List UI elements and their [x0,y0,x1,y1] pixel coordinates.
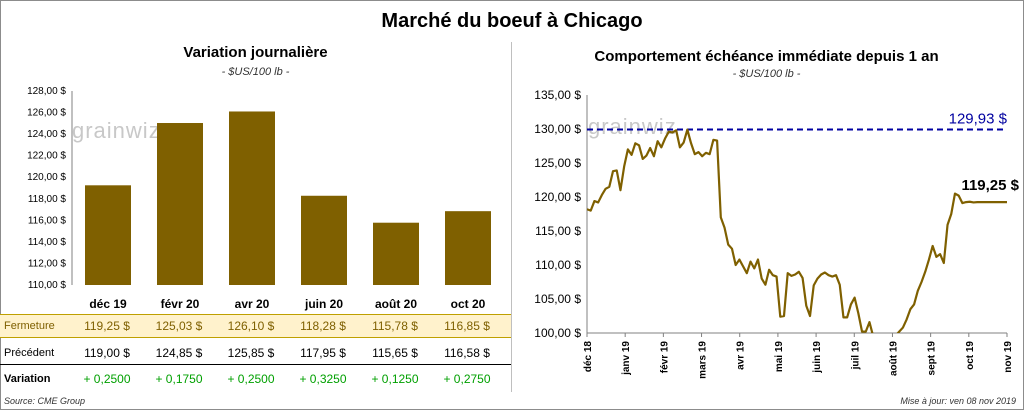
bar [373,222,419,285]
y-tick-label: 105,00 $ [534,292,581,306]
fermeture-cell: 115,78 $ [372,319,418,333]
fermeture-cell: 125,03 $ [155,319,203,333]
fermeture-row: Fermeture 119,25 $ 125,03 $ 126,10 $ 118… [0,314,511,338]
variation-row: Variation + 0,2500 + 0,1750 + 0,2500 + 0… [0,368,511,390]
y-tick-label: 126,00 $ [27,108,66,119]
y-tick-label: 128,00 $ [27,86,66,97]
bar [157,123,203,285]
y-tick-label: 116,00 $ [28,215,67,226]
price-line [587,128,1007,333]
y-tick-label: 122,00 $ [27,151,66,162]
reference-line-label: 129,93 $ [949,110,1008,127]
variation-cell: + 0,3250 [299,372,347,386]
variation-cell: + 0,2500 [227,372,275,386]
fermeture-cell: 118,28 $ [300,319,346,333]
x-tick-label: juin 19 [812,341,823,374]
x-tick-label: févr 19 [659,341,670,374]
panel-divider [511,42,512,392]
source-note: Source: CME Group [4,396,86,406]
x-tick-label: août 20 [375,297,417,311]
precedent-cell: 117,95 $ [300,346,346,360]
precedent-label: Précédent [4,347,55,359]
x-tick-label: mai 19 [774,341,785,373]
update-note: Mise à jour: ven 08 nov 2019 [900,396,1016,406]
x-tick-label: janv 19 [621,341,632,376]
bar [229,111,275,285]
x-tick-label: nov 19 [1003,341,1014,373]
variation-cell: + 0,2750 [443,372,491,386]
precedent-row: Précédent 119,00 $ 124,85 $ 125,85 $ 117… [0,342,511,365]
y-tick-label: 135,00 $ [534,88,581,102]
x-tick-label: févr 20 [161,297,200,311]
x-tick-label: déc 18 [583,341,594,373]
x-tick-label: mars 19 [698,341,709,379]
y-tick-label: 112,00 $ [28,258,67,269]
x-tick-label: juin 20 [304,297,343,311]
left-chart-title: Variation journalière [183,44,328,61]
x-tick-label: avr 20 [235,297,270,311]
y-tick-label: 118,00 $ [28,194,67,205]
line-chart: 100,00 $ 105,00 $ 110,00 $ 115,00 $ 120,00 $… [534,88,1019,379]
precedent-cell: 124,85 $ [155,346,203,360]
variation-label: Variation [4,373,51,385]
precedent-cell: 115,65 $ [372,346,418,360]
last-price-label: 119,25 $ [961,177,1019,194]
variation-cell: + 0,2500 [83,372,131,386]
watermark-left: grainwiz [72,118,161,143]
y-tick-label: 120,00 $ [534,190,581,204]
variation-cell: + 0,1250 [371,372,419,386]
y-tick-label: 100,00 $ [534,326,581,340]
watermark-right: grainwiz [588,114,677,139]
bar [85,185,131,285]
fermeture-cell: 116,85 $ [444,319,490,333]
bar [445,211,491,285]
x-tick-label: oct 20 [451,297,486,311]
y-tick-label: 115,00 $ [535,224,581,238]
y-tick-label: 130,00 $ [534,122,581,136]
fermeture-label: Fermeture [4,320,55,332]
y-tick-label: 125,00 $ [534,156,581,170]
y-tick-label: 114,00 $ [28,237,67,248]
left-chart-units: - $US/100 lb - [221,66,290,78]
y-tick-label: 110,00 $ [28,280,67,291]
y-tick-label: 110,00 $ [535,258,581,272]
x-tick-label: juil 19 [850,341,861,371]
fermeture-cell: 119,25 $ [84,319,130,333]
bar-chart: 110,00 $ 112,00 $ 114,00 $ 116,00 $ 118,00 $… [27,86,491,311]
x-tick-label: déc 19 [89,297,127,311]
precedent-cell: 125,85 $ [227,346,275,360]
y-tick-label: 120,00 $ [27,172,66,183]
x-tick-label: sept 19 [927,341,938,376]
x-tick-label: oct 19 [965,341,976,370]
x-tick-label: avr 19 [736,341,747,370]
bar [301,195,347,285]
precedent-cell: 116,58 $ [444,346,490,360]
right-chart-title: Comportement échéance immédiate depuis 1… [594,48,939,65]
right-chart-units: - $US/100 lb - [732,68,801,80]
y-tick-label: 124,00 $ [27,129,66,140]
page-title: Marché du boeuf à Chicago [381,10,643,32]
x-tick-label: août 19 [888,341,899,376]
precedent-cell: 119,00 $ [84,346,130,360]
variation-cell: + 0,1750 [155,372,203,386]
fermeture-cell: 126,10 $ [227,319,275,333]
